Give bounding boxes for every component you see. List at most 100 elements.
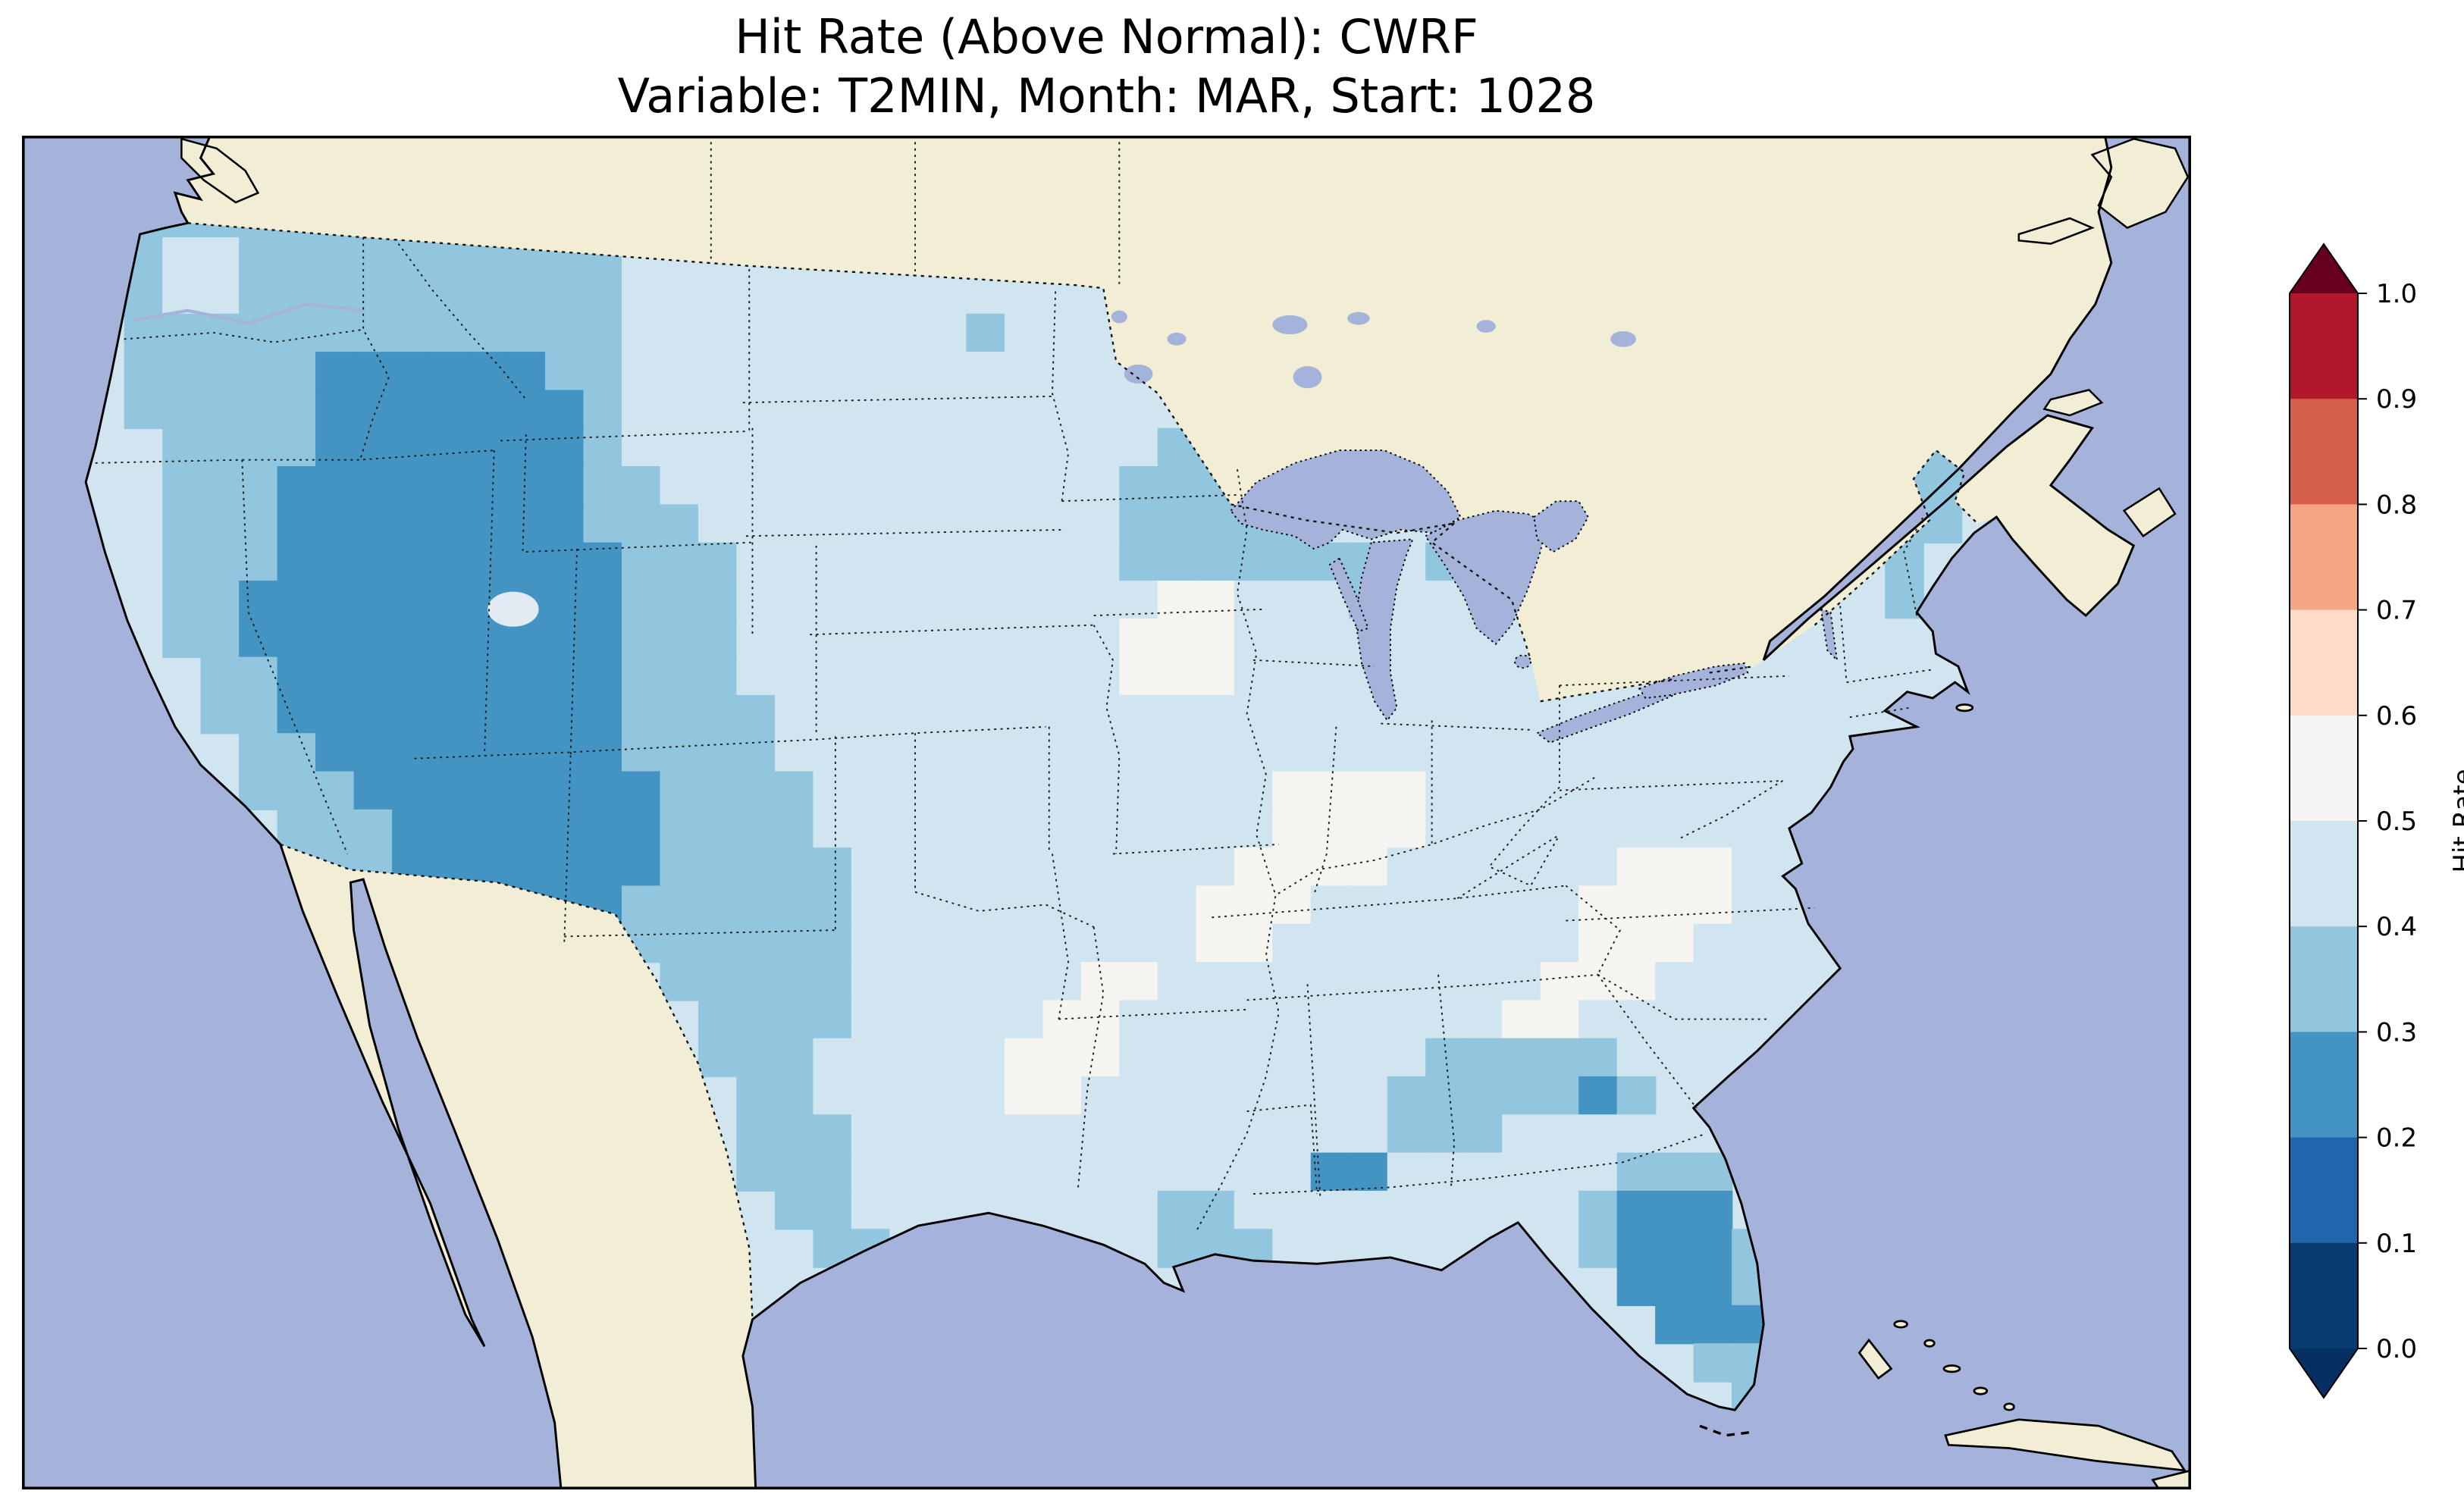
hit-rate-cell bbox=[506, 771, 547, 811]
hit-rate-cell bbox=[851, 809, 891, 849]
hit-rate-cell bbox=[1578, 1114, 1618, 1154]
hit-rate-cell bbox=[277, 733, 317, 772]
hit-rate-cell bbox=[506, 390, 547, 429]
hit-rate-cell bbox=[1157, 771, 1197, 811]
hit-rate-cell bbox=[966, 542, 1006, 582]
hit-rate-cell bbox=[1042, 504, 1083, 543]
hit-rate-cell bbox=[353, 809, 393, 849]
hit-rate-cell bbox=[1616, 1000, 1657, 1039]
hit-rate-cell bbox=[469, 275, 508, 315]
colorbar-segment bbox=[2290, 399, 2358, 506]
hit-rate-cell bbox=[162, 466, 202, 506]
hit-rate-cell bbox=[1196, 542, 1236, 582]
hit-rate-cell bbox=[1004, 656, 1044, 697]
hit-rate-cell bbox=[239, 542, 278, 582]
hit-rate-cell bbox=[889, 1190, 929, 1230]
hit-rate-cell bbox=[889, 275, 929, 315]
hit-rate-cell bbox=[1004, 619, 1044, 658]
hit-rate-cell bbox=[966, 1000, 1006, 1039]
hit-rate-cell bbox=[698, 390, 738, 429]
hit-rate-cell bbox=[162, 313, 202, 353]
hit-rate-cell bbox=[851, 580, 891, 620]
hit-rate-cell bbox=[1004, 923, 1044, 963]
hit-rate-cell bbox=[200, 580, 240, 620]
hit-rate-cell bbox=[966, 694, 1006, 734]
hit-rate-cell bbox=[927, 390, 967, 429]
hit-rate-cell bbox=[1196, 962, 1236, 1001]
hit-rate-cell bbox=[200, 694, 240, 734]
hit-rate-cell bbox=[1310, 619, 1350, 658]
hit-rate-cell bbox=[1425, 962, 1465, 1001]
hit-rate-cell bbox=[1349, 923, 1389, 963]
hit-rate-cell bbox=[889, 504, 929, 543]
hit-rate-cell bbox=[813, 1038, 853, 1078]
hit-rate-cell bbox=[1042, 1190, 1083, 1230]
hit-rate-cell bbox=[889, 542, 929, 582]
hit-rate-cell bbox=[430, 733, 470, 772]
lake-st-clair bbox=[1514, 654, 1532, 669]
hit-rate-cell bbox=[621, 275, 661, 315]
columbia-river bbox=[133, 302, 364, 325]
hit-rate-cell bbox=[1272, 771, 1312, 811]
cape-breton-island bbox=[2122, 487, 2177, 537]
offshore-islands-south bbox=[1857, 703, 2191, 1489]
hit-rate-cell bbox=[1693, 962, 1733, 1001]
hit-rate-cell bbox=[583, 847, 623, 887]
hit-rate-cell bbox=[1693, 1267, 1733, 1307]
hit-rate-cell bbox=[469, 313, 508, 353]
hit-rate-cell bbox=[353, 352, 393, 391]
hit-rate-cell bbox=[239, 619, 278, 658]
hit-rate-cell bbox=[506, 275, 547, 315]
hit-rate-cell bbox=[1042, 847, 1083, 887]
hit-rate-cell bbox=[1119, 771, 1159, 811]
hit-rate-cell bbox=[774, 352, 814, 391]
hit-rate-cell bbox=[1042, 1038, 1083, 1078]
hit-rate-cell bbox=[736, 390, 776, 429]
hit-rate-cell bbox=[889, 962, 929, 1001]
canada-lakes bbox=[1111, 310, 1636, 389]
hit-rate-cell bbox=[927, 580, 967, 620]
hit-rate-cell bbox=[1655, 847, 1694, 887]
hit-rate-cell bbox=[1463, 656, 1503, 697]
colorbar-tick-label: 1.0 bbox=[2376, 279, 2417, 309]
hit-rate-cell bbox=[698, 619, 738, 658]
hit-rate-cell bbox=[698, 809, 738, 849]
hit-rate-cell bbox=[621, 619, 661, 658]
hit-rate-cell bbox=[1042, 619, 1083, 658]
hit-rate-cell bbox=[1463, 1038, 1503, 1078]
hit-rate-cell bbox=[1004, 962, 1044, 1001]
hit-rate-cell bbox=[1234, 542, 1274, 582]
hit-rate-cell bbox=[1119, 885, 1159, 925]
hit-rate-cell bbox=[506, 656, 547, 697]
hit-rate-cell bbox=[660, 466, 700, 506]
hit-rate-cell bbox=[1425, 656, 1465, 697]
hit-rate-cell bbox=[698, 504, 738, 543]
hit-rate-cell bbox=[1425, 1076, 1465, 1116]
map-frame bbox=[22, 136, 2191, 1489]
hit-rate-cell bbox=[1770, 656, 1810, 697]
hit-rate-cell bbox=[1578, 1152, 1618, 1192]
hit-rate-cell bbox=[1196, 1076, 1236, 1116]
hit-rate-cell bbox=[353, 542, 393, 582]
hit-rate-cell bbox=[1004, 847, 1044, 887]
hit-rate-cell bbox=[1234, 656, 1274, 697]
hit-rate-cell bbox=[1885, 619, 1924, 658]
hit-rate-cell bbox=[1272, 542, 1312, 582]
hit-rate-cell bbox=[1157, 504, 1197, 543]
colorbar-segment bbox=[2290, 1137, 2358, 1244]
hit-rate-cell bbox=[1425, 885, 1465, 925]
hit-rate-cell bbox=[1196, 885, 1236, 925]
hit-rate-cell bbox=[1119, 694, 1159, 734]
hit-rate-cell bbox=[774, 771, 814, 811]
hit-rate-cell bbox=[1157, 733, 1197, 772]
hit-rate-cell bbox=[927, 885, 967, 925]
hit-rate-cell bbox=[430, 352, 470, 391]
hit-rate-cell bbox=[851, 923, 891, 963]
hit-rate-cell bbox=[736, 923, 776, 963]
hit-rate-cell bbox=[1693, 733, 1733, 772]
hit-rate-cell bbox=[736, 504, 776, 543]
hit-rate-cell bbox=[813, 1114, 853, 1154]
hit-rate-cell bbox=[1196, 656, 1236, 697]
hit-rate-cell bbox=[1578, 733, 1618, 772]
